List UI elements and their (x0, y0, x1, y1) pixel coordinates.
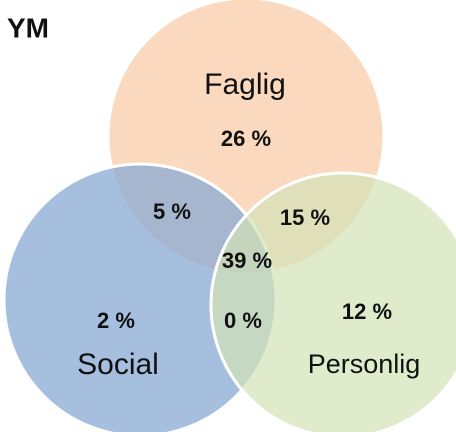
region-label: 15 % (280, 205, 330, 230)
circle-personlig (209, 171, 456, 432)
region-label: 5 % (153, 199, 191, 224)
region-label: 2 % (97, 308, 135, 333)
set-label: Faglig (204, 68, 286, 101)
region-label: 26 % (221, 126, 271, 151)
region-label: 12 % (342, 299, 392, 324)
region-label: 0 % (224, 308, 262, 333)
title: YM (7, 12, 49, 43)
region-label: 39 % (222, 248, 272, 273)
set-label: Personlig (308, 349, 421, 379)
set-label: Social (77, 348, 159, 381)
